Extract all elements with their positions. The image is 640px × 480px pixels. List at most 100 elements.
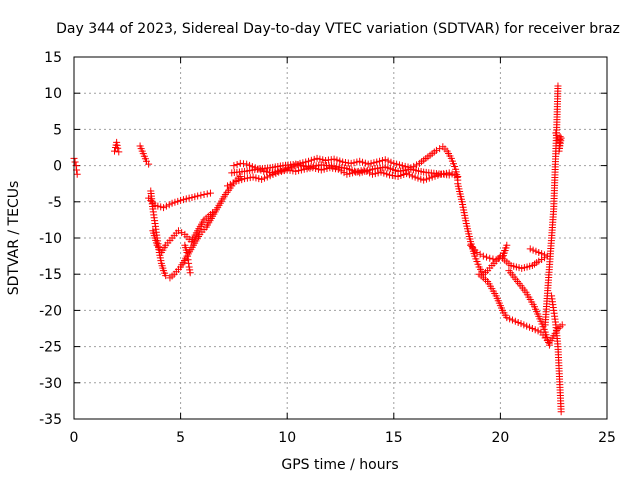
- data-point: [145, 160, 153, 168]
- data-point: [71, 158, 79, 166]
- y-tick-label: -15: [39, 267, 62, 283]
- data-point: [73, 170, 81, 178]
- data-point: [517, 320, 525, 328]
- data-point: [425, 174, 433, 182]
- data-point: [226, 180, 234, 188]
- data-point: [434, 171, 442, 179]
- data-point: [178, 229, 186, 237]
- data-point: [157, 203, 165, 211]
- data-point: [483, 253, 491, 261]
- data-point: [380, 169, 388, 177]
- x-tick-label: 25: [598, 430, 616, 446]
- x-tick-label: 10: [278, 430, 296, 446]
- data-point: [179, 196, 187, 204]
- data-point: [177, 196, 185, 204]
- y-tick-label: 15: [44, 50, 62, 66]
- data-point: [209, 209, 217, 217]
- data-point: [534, 327, 542, 335]
- data-point: [151, 201, 159, 209]
- data-point: [230, 162, 238, 170]
- data-point: [486, 254, 494, 262]
- y-tick-label: 0: [53, 159, 62, 175]
- data-point: [162, 202, 170, 210]
- y-tick-label: -30: [39, 376, 62, 392]
- series-end-cluster: [552, 129, 565, 155]
- data-point: [115, 148, 123, 156]
- data-point: [236, 172, 244, 180]
- data-point: [183, 248, 191, 256]
- series-short-arc-2h: [111, 138, 123, 156]
- data-point: [171, 198, 179, 206]
- data-point: [422, 175, 430, 183]
- data-point: [185, 194, 193, 202]
- data-point: [272, 169, 280, 177]
- data-point: [233, 161, 241, 169]
- data-point: [387, 158, 395, 166]
- data-point: [313, 154, 321, 162]
- grid-lines: [74, 57, 607, 419]
- data-point: [186, 266, 194, 274]
- data-point: [558, 321, 566, 329]
- data-point: [420, 176, 428, 184]
- series-start: [70, 154, 81, 178]
- data-point: [377, 168, 385, 176]
- data-point: [473, 248, 481, 256]
- data-point: [206, 189, 214, 197]
- x-tick-label: 0: [70, 430, 79, 446]
- data-point: [235, 177, 243, 185]
- data-point: [390, 159, 398, 167]
- data-point: [292, 167, 300, 175]
- data-point: [114, 144, 122, 152]
- data-point: [182, 195, 190, 203]
- data-point: [508, 316, 516, 324]
- data-point: [350, 159, 358, 167]
- data-point: [403, 170, 411, 178]
- data-point: [249, 173, 257, 181]
- data-point: [529, 246, 537, 254]
- data-point: [200, 191, 208, 199]
- data-point: [514, 318, 522, 326]
- data-point: [432, 146, 440, 154]
- data-point: [395, 161, 403, 169]
- data-point: [411, 173, 419, 181]
- data-point: [520, 321, 528, 329]
- data-point: [278, 167, 286, 175]
- x-axis-label: GPS time / hours: [281, 457, 398, 473]
- data-point: [188, 193, 196, 201]
- series-drop-5h: [181, 241, 194, 277]
- data-point: [347, 159, 355, 167]
- data-point: [336, 157, 344, 165]
- data-point: [413, 161, 421, 169]
- data-point: [168, 199, 176, 207]
- chart-title: Day 344 of 2023, Sidereal Day-to-day VTE…: [56, 21, 620, 37]
- data-point: [492, 256, 500, 264]
- data-point: [252, 174, 260, 182]
- data-point: [376, 157, 384, 165]
- series-steep-rise: [541, 82, 562, 329]
- data-point: [359, 158, 367, 166]
- data-point: [191, 193, 199, 201]
- series-day-mid: [228, 160, 453, 179]
- y-axis-label: SDTVAR / TECUs: [6, 181, 22, 296]
- data-point: [330, 155, 338, 163]
- data-point: [370, 159, 378, 167]
- data-point: [243, 160, 251, 168]
- data-point: [232, 178, 240, 186]
- data-point: [185, 263, 193, 271]
- series-dip-mid: [149, 209, 217, 256]
- data-point: [364, 160, 372, 168]
- data-point: [266, 172, 274, 180]
- data-point: [186, 269, 194, 277]
- data-point: [297, 166, 305, 174]
- x-tick-label: 20: [491, 430, 509, 446]
- y-tick-label: 5: [53, 122, 62, 138]
- data-point: [384, 157, 392, 165]
- data-point: [113, 141, 121, 149]
- data-point: [356, 157, 364, 165]
- data-point: [238, 176, 246, 184]
- data-point: [528, 325, 536, 332]
- axis-ticks: 0 5 10 15 20 25 15 10 5 0 -5 -10 -15 -20 -25 -30 -35: [39, 50, 616, 446]
- data-point: [185, 259, 193, 267]
- data-point: [295, 167, 303, 175]
- x-tick-label: 15: [385, 430, 403, 446]
